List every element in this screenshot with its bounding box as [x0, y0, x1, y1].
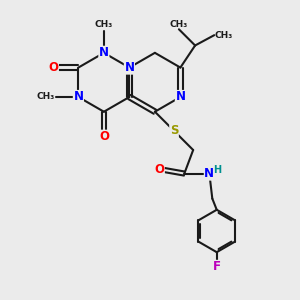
Text: CH₃: CH₃ — [214, 31, 232, 40]
Text: N: N — [176, 91, 185, 103]
Text: F: F — [213, 260, 221, 273]
Text: O: O — [48, 61, 59, 74]
Text: N: N — [124, 61, 134, 74]
Text: N: N — [99, 46, 109, 59]
Text: S: S — [170, 124, 178, 137]
Text: CH₃: CH₃ — [37, 92, 55, 101]
Text: N: N — [74, 91, 83, 103]
Text: H: H — [214, 165, 222, 175]
Text: CH₃: CH₃ — [170, 20, 188, 29]
Text: O: O — [99, 130, 109, 143]
Text: N: N — [204, 167, 214, 180]
Text: O: O — [154, 163, 164, 176]
Text: CH₃: CH₃ — [95, 20, 113, 29]
